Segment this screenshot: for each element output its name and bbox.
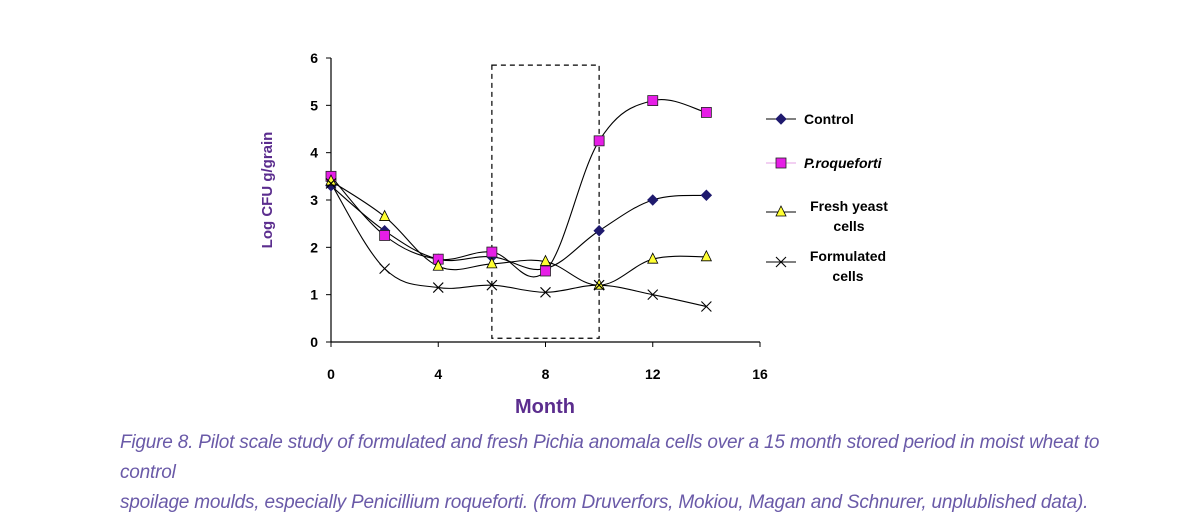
highlight-box	[491, 64, 600, 339]
data-point-fresh-yeast-cells	[378, 209, 391, 221]
legend-proqueforti-marker	[775, 157, 787, 169]
data-point-fresh-yeast-cells	[539, 254, 552, 266]
data-point-fresh-yeast-cells	[647, 252, 659, 264]
data-point-p-roqueforti	[540, 265, 551, 277]
y-tick-label: 1	[310, 287, 318, 303]
legend-proqueforti-label: P.roqueforti	[804, 155, 883, 171]
y-tick-label: 0	[310, 334, 318, 350]
data-point-fresh-yeast-cells	[593, 278, 605, 290]
y-tick-label: 2	[310, 239, 318, 255]
data-point-p-roqueforti	[700, 107, 712, 118]
series-markers	[325, 95, 713, 312]
data-point-fresh-yeast-cells	[325, 174, 337, 186]
data-point-p-roqueforti	[647, 95, 659, 106]
legend-control-marker	[775, 113, 787, 125]
data-point-formulated-cells	[540, 286, 551, 298]
legend-formulated-marker	[775, 256, 787, 268]
data-point-formulated-cells	[700, 301, 712, 312]
legend-formulated-label-1: Formulated	[810, 248, 886, 264]
data-point-p-roqueforti	[593, 135, 605, 147]
data-point-fresh-yeast-cells	[486, 257, 498, 269]
data-point-p-roqueforti	[486, 246, 498, 258]
caption-line-2: spoilage moulds, especially Penicillium …	[120, 492, 1089, 513]
data-point-control	[700, 189, 713, 201]
legend: Control P.roqueforti Fresh yeast cells F…	[766, 111, 888, 284]
data-point-formulated-cells	[647, 289, 659, 301]
x-tick-label: 4	[434, 366, 442, 382]
x-tick-label: 0	[327, 366, 335, 382]
data-point-formulated-cells	[593, 279, 605, 291]
y-tick-label: 3	[310, 192, 318, 208]
legend-control-label: Control	[804, 111, 854, 127]
legend-fresh-marker	[775, 205, 787, 217]
data-point-formulated-cells	[379, 263, 391, 275]
x-tick-label: 12	[645, 366, 661, 382]
y-ticks: 0 1 2 3 4 5 6	[310, 50, 331, 350]
data-point-fresh-yeast-cells	[700, 249, 713, 262]
x-tick-label: 16	[752, 366, 768, 382]
x-axis-title: Month	[515, 396, 575, 418]
y-tick-label: 5	[310, 97, 318, 113]
data-point-control	[593, 225, 605, 237]
data-point-fresh-yeast-cells	[432, 259, 444, 271]
x-ticks: 0 4 8 12 16	[327, 342, 768, 382]
x-tick-label: 8	[542, 366, 550, 382]
y-axis-title: Log CFU g/grain	[259, 132, 276, 249]
legend-formulated-label-2: cells	[832, 268, 863, 284]
y-tick-label: 4	[310, 145, 318, 161]
figure-caption: Figure 8. Pilot scale study of formulate…	[120, 428, 1120, 518]
legend-fresh-label-1: Fresh yeast	[810, 198, 888, 214]
y-tick-label: 6	[310, 50, 318, 66]
data-point-formulated-cells	[486, 279, 498, 291]
data-point-formulated-cells	[432, 282, 444, 293]
legend-fresh-label-2: cells	[833, 218, 864, 234]
data-point-formulated-cells	[325, 178, 337, 189]
caption-line-1: Figure 8. Pilot scale study of formulate…	[120, 432, 1100, 483]
data-point-control	[647, 194, 659, 206]
data-point-p-roqueforti	[379, 230, 391, 241]
series-line-p-roqueforti	[330, 99, 707, 278]
